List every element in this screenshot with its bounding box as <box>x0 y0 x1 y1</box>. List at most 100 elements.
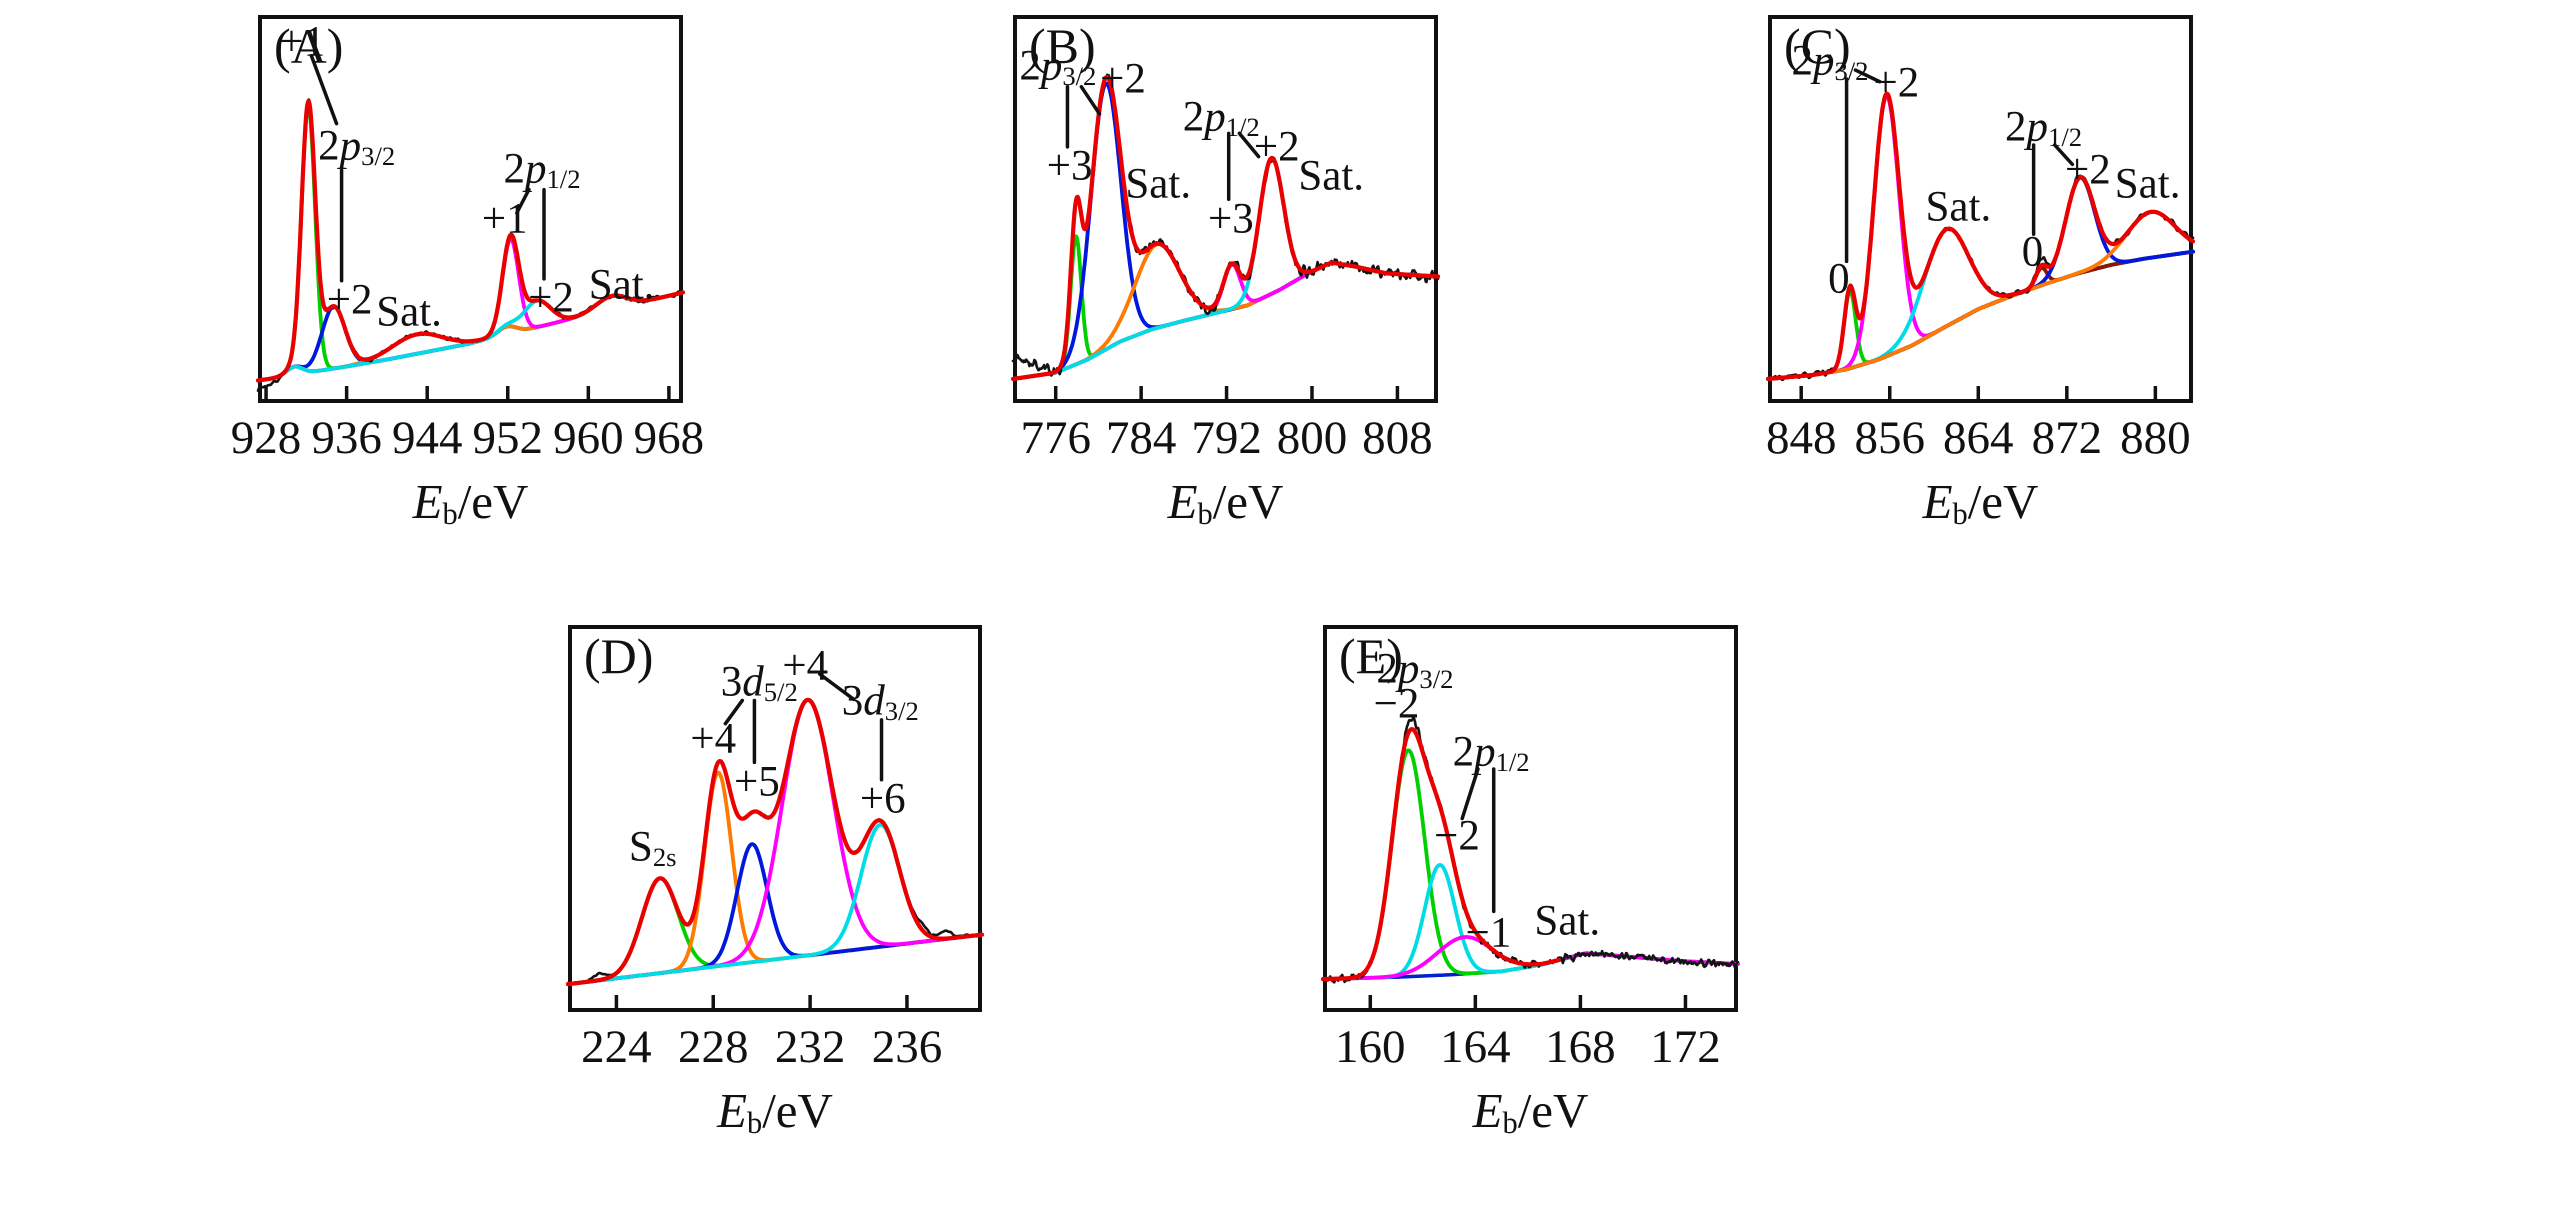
x-tick-label: 228 <box>678 1021 749 1073</box>
panel-A: 928 936 944 952 960 968 +1 2p3/2 +2 Sat. 2p1/2 +1 +2… <box>231 15 704 529</box>
label-part: 1/2 <box>1495 746 1530 777</box>
x-tick-label: 236 <box>871 1021 943 1073</box>
annotation-pointer-line <box>818 672 856 702</box>
label-part: E <box>717 1083 747 1138</box>
series-peak-2 <box>1766 226 2195 381</box>
series-raw-data <box>1321 715 1740 984</box>
panel-B-letter: (B) <box>1029 18 1096 74</box>
x-tick-label: 164 <box>1440 1021 1511 1073</box>
label-part: +6 <box>859 775 906 823</box>
label-part: b <box>1952 497 1968 532</box>
label-part: p <box>1397 645 1420 693</box>
plot-border <box>258 15 683 403</box>
label-part: 3/2 <box>361 140 396 171</box>
x-axis-label: Eb/eV <box>258 477 683 529</box>
annotation-label: +2 <box>1873 61 1919 104</box>
label-part: /eV <box>1517 1083 1589 1138</box>
label-part: +2 <box>1100 55 1146 103</box>
label-part: +2 <box>1253 123 1300 171</box>
panel-E: 160 164 168 172 2p3/2 −2 2p1/2 −2 −1 Sat. (E) Eb/eV <box>1320 625 1740 1138</box>
label-part: 3 <box>720 658 743 706</box>
x-tick-label: 968 <box>633 412 705 464</box>
label-part: 1/2 <box>546 164 581 195</box>
label-part: Sat. <box>376 288 442 336</box>
label-part: Sat. <box>588 261 655 309</box>
annotation-label: +2 <box>1254 125 1300 168</box>
annotation-label: +2 <box>528 277 574 320</box>
label-part: 3/2 <box>1062 61 1097 92</box>
plot-border <box>568 625 982 1012</box>
label-part: +3 <box>1207 195 1254 243</box>
annotation-label: −2 <box>1434 814 1480 857</box>
label-part: b <box>1502 1106 1518 1141</box>
annotation-label: 2p3/2 <box>318 124 395 169</box>
label-part: +3 <box>1046 142 1093 190</box>
series-peak-0 <box>1011 234 1440 381</box>
label-part: 2 <box>318 122 340 170</box>
annotation-label: Sat. <box>589 263 655 306</box>
label-part: 2 <box>1019 42 1041 90</box>
label-part: p <box>2026 103 2049 151</box>
panel-A-plot <box>255 15 686 403</box>
x-tick-label: 864 <box>1943 412 2014 464</box>
label-part: −2 <box>1434 812 1480 860</box>
label-part: d <box>863 677 885 725</box>
label-part: Sat. <box>1925 183 1992 231</box>
annotation-label: +4 <box>690 718 736 761</box>
plot-border <box>1768 15 2193 403</box>
panel-D: 224 228 232 236 S2s +4 3d5/2 +5 +4 3d3/2 +6 (D) Eb/e… <box>565 625 985 1138</box>
x-tick-label: 952 <box>472 412 544 464</box>
annotation-label: Sat. <box>1298 155 1364 198</box>
panel-E-plot <box>1320 625 1740 1012</box>
annotation-label: 3d3/2 <box>842 680 919 725</box>
annotation-label: +2 <box>327 279 373 322</box>
label-part: +4 <box>690 715 737 763</box>
panel-D-plot <box>565 625 985 1012</box>
label-part: 1/2 <box>2048 121 2083 152</box>
series-envelope <box>1010 74 1441 381</box>
label-part: Sat. <box>1298 152 1365 200</box>
x-tick-label: 160 <box>1335 1021 1406 1073</box>
annotation-label: Sat. <box>1125 162 1191 205</box>
series-envelope <box>1765 91 2196 381</box>
annotation-label: +3 <box>1047 145 1093 188</box>
annotation-label: 2p3/2 <box>1791 39 1868 84</box>
x-tick-label: 936 <box>311 412 382 464</box>
label-part: −2 <box>1373 680 1420 728</box>
x-tick-label: 960 <box>553 412 624 464</box>
annotation-pointer-line <box>309 53 339 126</box>
series-peak-1 <box>1766 94 2195 381</box>
x-tick-label: 800 <box>1276 412 1348 464</box>
annotation-label: Sat. <box>1926 186 1992 229</box>
annotation-label: +1 <box>279 21 325 64</box>
label-part: −1 <box>1465 909 1512 957</box>
label-part: 0 <box>1828 255 1850 303</box>
label-part: 5/2 <box>763 676 798 707</box>
label-part: Sat. <box>1534 897 1601 945</box>
label-part: 2 <box>1376 645 1398 693</box>
annotation-label: −1 <box>1466 911 1512 954</box>
label-part: E <box>412 474 443 529</box>
annotation-pointer-line <box>1853 68 1882 84</box>
label-part: +2 <box>2064 146 2111 194</box>
label-part: 3 <box>841 677 864 725</box>
label-part: 2s <box>652 841 677 872</box>
x-axis-label: Eb/eV <box>1323 1086 1738 1138</box>
label-part: p <box>524 145 547 193</box>
label-part: +2 <box>528 274 574 322</box>
label-part: b <box>747 1106 763 1141</box>
label-part: E <box>1472 1083 1503 1138</box>
label-part: d <box>742 658 764 706</box>
x-tick-label: 224 <box>581 1021 652 1073</box>
x-axis-label: Eb/eV <box>1013 477 1438 529</box>
x-tick-label: 808 <box>1362 412 1433 464</box>
annotation-label: +2 <box>1100 58 1146 101</box>
panel-A-letter: (A) <box>274 18 344 74</box>
label-part: b <box>442 497 458 532</box>
annotation-label: +6 <box>860 778 906 821</box>
annotation-label: +2 <box>2065 149 2111 192</box>
annotation-label: 0 <box>2022 231 2044 274</box>
label-part: 3/2 <box>1834 55 1869 86</box>
label-part: 3/2 <box>884 696 919 727</box>
